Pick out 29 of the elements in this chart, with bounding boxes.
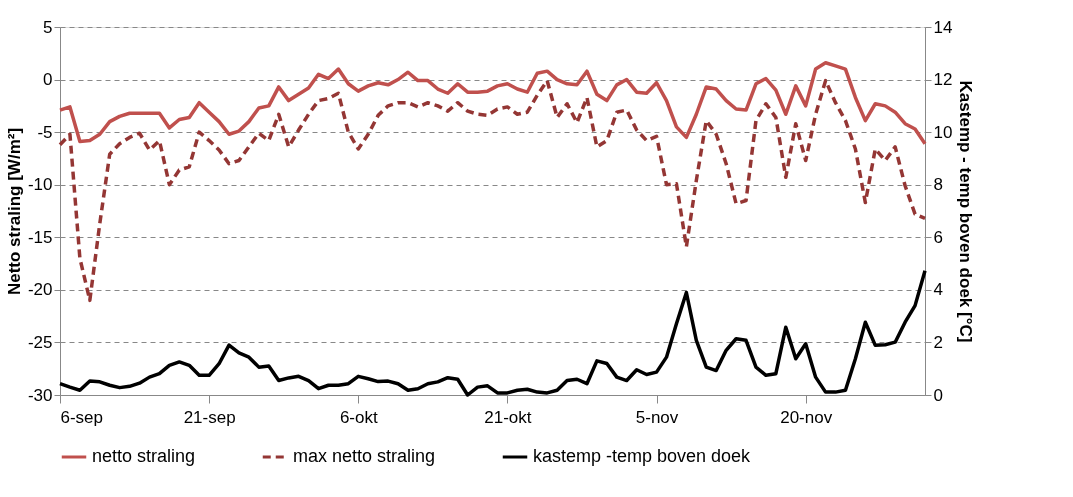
legend-label: max netto straling (293, 446, 436, 466)
y2-tick-label: 4 (933, 280, 943, 300)
x-tick-label: 6-sep (60, 407, 104, 427)
y2-tick-label: 0 (933, 385, 943, 405)
line-series (58, 61, 927, 146)
y2-tick-label: 8 (933, 175, 943, 195)
y-axis-title: Netto straling [W/m²] (4, 127, 24, 296)
y-tick-label: -15 (27, 227, 53, 247)
y-tick-label: -25 (27, 332, 53, 352)
y-tick-label: -10 (27, 175, 53, 195)
y2-tick-label: 2 (933, 332, 943, 352)
y-tick-label: -30 (27, 385, 53, 405)
y-tick-label: 0 (43, 70, 53, 90)
y2-tick-label: 12 (933, 70, 953, 90)
y2-tick-label: 6 (933, 227, 943, 247)
y2-tick-label: 14 (933, 17, 953, 37)
x-tick-label: 21-sep (183, 407, 236, 427)
x-tick-label: 5-nov (635, 407, 679, 427)
x-tick-label: 6-okt (339, 407, 378, 427)
line-series (58, 78, 927, 303)
y2-axis-title: Kastemp - temp boven doek [°C] (956, 80, 976, 343)
y-tick-label: -5 (37, 122, 53, 142)
y2-tick-label: 10 (933, 122, 953, 142)
legend-label: netto straling (92, 446, 196, 466)
y-tick-label: 5 (43, 17, 53, 37)
x-tick-label: 20-nov (780, 407, 833, 427)
legend-label: kastemp -temp boven doek (533, 446, 752, 466)
x-tick-label: 21-okt (484, 407, 532, 427)
y-tick-label: -20 (27, 280, 53, 300)
